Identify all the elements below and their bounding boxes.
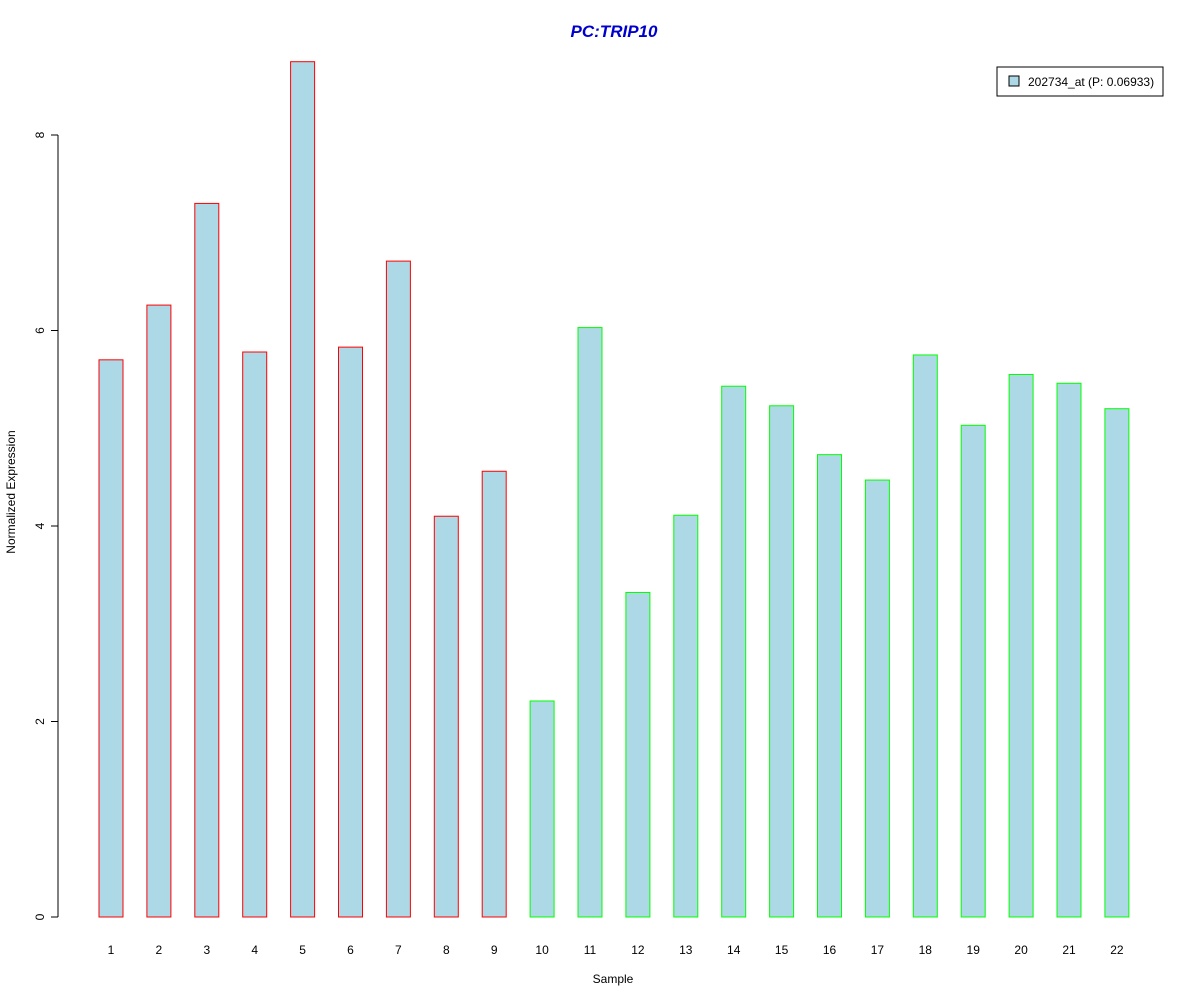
x-tick-label: 4 xyxy=(251,943,258,957)
bar xyxy=(194,202,220,918)
x-tick-label: 19 xyxy=(967,943,981,957)
x-tick-label: 22 xyxy=(1110,943,1124,957)
bar xyxy=(817,454,842,918)
bar xyxy=(673,514,699,918)
x-tick-label: 7 xyxy=(395,943,402,957)
y-axis: 0 2 4 6 8 xyxy=(33,131,59,920)
bar xyxy=(1056,382,1082,918)
x-tick-label: 20 xyxy=(1014,943,1028,957)
x-tick-label: 16 xyxy=(823,943,837,957)
x-tick-label: 3 xyxy=(203,943,210,957)
x-tick-label: 9 xyxy=(491,943,498,957)
x-tick-label: 11 xyxy=(584,943,597,957)
chart-title: PC:TRIP10 xyxy=(571,22,658,41)
bar xyxy=(769,405,795,918)
bar xyxy=(481,470,507,918)
x-tick-label: 17 xyxy=(871,943,885,957)
bar xyxy=(529,700,555,918)
bar xyxy=(290,61,316,918)
legend-swatch xyxy=(1008,75,1020,87)
x-tick-label: 12 xyxy=(631,943,645,957)
x-tick-label: 6 xyxy=(347,943,354,957)
legend-label: 202734_at (P: 0.06933) xyxy=(1028,75,1154,89)
bar xyxy=(385,260,411,918)
x-tick-label: 8 xyxy=(443,943,450,957)
bar xyxy=(625,591,651,918)
bar xyxy=(721,385,747,918)
bar xyxy=(577,327,603,918)
y-axis-title: Normalized Expression xyxy=(4,430,18,553)
bar xyxy=(242,351,268,918)
x-tick-label: 1 xyxy=(108,943,115,957)
legend: 202734_at (P: 0.06933) xyxy=(996,66,1164,97)
bar xyxy=(960,424,986,918)
y-tick-label: 4 xyxy=(33,522,47,529)
bar xyxy=(338,346,363,918)
x-tick-label: 15 xyxy=(775,943,789,957)
bar xyxy=(146,304,172,918)
bar xyxy=(1104,408,1130,918)
x-axis-title: Sample xyxy=(593,972,634,986)
bar xyxy=(864,479,890,918)
y-tick-label: 2 xyxy=(33,718,47,725)
x-tick-label: 13 xyxy=(679,943,693,957)
x-tick-label: 10 xyxy=(535,943,549,957)
x-tick-label: 18 xyxy=(919,943,933,957)
x-tick-labels: 1 2 3 4 5 6 7 8 9 10 11 12 13 14 15 16 17 18 19 20 21 22 xyxy=(108,943,1124,957)
bar xyxy=(1008,373,1034,918)
bars-group xyxy=(98,61,1130,918)
y-tick-label: 6 xyxy=(33,327,47,334)
bar xyxy=(433,515,459,918)
y-tick-label: 8 xyxy=(33,131,47,138)
x-tick-label: 5 xyxy=(299,943,306,957)
bar xyxy=(98,359,124,918)
x-tick-label: 2 xyxy=(156,943,163,957)
x-tick-label: 21 xyxy=(1062,943,1076,957)
y-tick-label: 0 xyxy=(33,913,47,920)
bar xyxy=(912,354,938,918)
x-tick-label: 14 xyxy=(727,943,741,957)
legend-box xyxy=(996,66,1164,97)
